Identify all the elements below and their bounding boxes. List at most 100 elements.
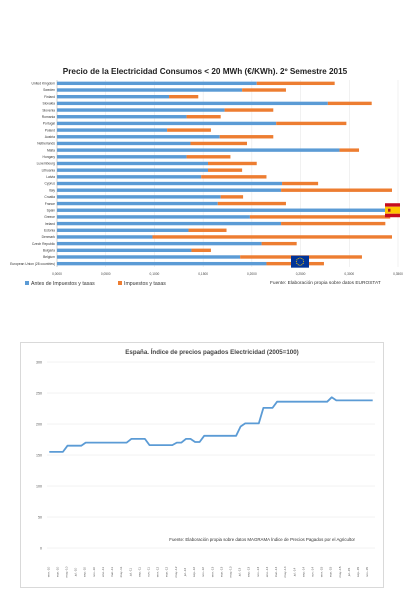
x-tick-label: 0,3500 <box>393 272 403 276</box>
bar-taxes <box>219 135 274 139</box>
x-tick-label: 0,0000 <box>52 272 62 276</box>
eu-flag-star <box>303 261 305 263</box>
bar-taxes <box>261 241 297 246</box>
bar-before-taxes <box>57 215 250 219</box>
bar-before-taxes <box>57 235 153 239</box>
category-label: Poland <box>45 128 55 132</box>
electricity-index-line-chart: España. Índice de precios pagados Electr… <box>0 340 410 592</box>
bar-before-taxes <box>57 161 209 166</box>
category-label: France <box>45 202 55 206</box>
x-tick-label: ene.-14 <box>265 566 269 577</box>
chart-title: Precio de la Electricidad Consumos < 20 … <box>63 67 348 76</box>
bar-before-taxes <box>57 208 392 212</box>
spain-flag-stripe-middle <box>385 206 400 214</box>
category-label: Hungary <box>43 155 56 159</box>
eu-flag-star <box>299 264 301 266</box>
y-tick-label: 200 <box>36 422 42 426</box>
y-tick-label: 150 <box>36 453 42 457</box>
y-tick-label: 0 <box>40 546 42 550</box>
bar-before-taxes <box>57 81 257 86</box>
category-label: Sweden <box>43 88 55 92</box>
category-label: Croatia <box>44 195 55 199</box>
spain-flag-crest <box>388 208 391 212</box>
bar-taxes <box>281 188 392 192</box>
category-label: Czech Republic <box>32 242 55 246</box>
bar-taxes <box>201 175 267 179</box>
bar-taxes <box>191 248 211 253</box>
x-tick-label: may.-12 <box>174 566 178 577</box>
x-tick-label: mar.-10 <box>55 566 59 577</box>
category-label: Portugal <box>43 122 56 126</box>
x-tick-label: mar.-12 <box>165 566 169 577</box>
x-tick-label: jul.-10 <box>74 568 78 578</box>
bar-before-taxes <box>57 261 267 266</box>
eu-flag-icon <box>291 255 309 268</box>
bar-before-taxes <box>57 195 221 199</box>
bar-taxes <box>220 195 244 199</box>
eu-flag-star <box>302 262 304 265</box>
x-tick-label: sep.-10 <box>83 567 87 578</box>
bar-before-taxes <box>57 241 262 246</box>
category-label: Greece <box>44 215 55 219</box>
x-tick-label: 0,1000 <box>150 272 160 276</box>
x-tick-label: mar.-15 <box>329 566 333 577</box>
chart-source-note: Fuente: Elaboración propia sobre datos E… <box>270 280 381 286</box>
x-tick-label: 0,2500 <box>296 272 306 276</box>
bar-taxes <box>186 115 221 119</box>
x-tick-label: ene.-13 <box>210 566 214 577</box>
category-label: Finland <box>44 95 55 99</box>
category-label: Latvia <box>46 175 55 179</box>
x-tick-label: 0,2000 <box>247 272 257 276</box>
category-label: Slovenia <box>42 108 55 112</box>
bar-before-taxes <box>57 175 202 179</box>
bar-taxes <box>242 88 286 92</box>
line-chart-svg: España. Índice de precios pagados Electr… <box>20 342 384 588</box>
eu-flag-star <box>301 264 303 266</box>
y-tick-label: 100 <box>36 484 42 488</box>
eu-flag-background <box>291 255 309 268</box>
bar-taxes <box>327 101 372 106</box>
x-tick-label: may.-11 <box>119 566 123 577</box>
bar-taxes <box>224 108 274 112</box>
legend-swatch-taxes <box>118 281 122 285</box>
bar-before-taxes <box>57 141 191 146</box>
category-label: Estonia <box>44 228 55 232</box>
bar-taxes <box>167 128 211 132</box>
bar-before-taxes <box>57 228 189 232</box>
bar-before-taxes <box>57 94 170 99</box>
x-tick-label: sep.-11 <box>137 567 141 577</box>
category-label: Denmark <box>42 235 56 239</box>
category-label: Cyprus <box>45 182 56 186</box>
y-tick-label: 250 <box>36 391 42 395</box>
x-tick-label: sep.-12 <box>192 567 196 578</box>
category-label: Slovakia <box>43 102 56 106</box>
bar-taxes <box>208 161 257 166</box>
bar-before-taxes <box>57 155 187 159</box>
x-tick-label: ene.-12 <box>156 566 160 577</box>
category-label: Austria <box>45 135 55 139</box>
bar-taxes <box>186 155 231 159</box>
x-tick-label: sep.-15 <box>356 567 360 578</box>
x-tick-label: sep.-13 <box>247 567 251 578</box>
bar-before-taxes <box>57 121 277 126</box>
x-tick-label: sep.-14 <box>301 567 305 578</box>
category-label: Belgium <box>43 255 55 259</box>
bar-chart-svg: Precio de la Electricidad Consumos < 20 … <box>10 67 403 287</box>
legend-label-taxes: Impuestos y tasas <box>124 281 166 287</box>
category-label: United Kingdom <box>32 82 56 86</box>
eu-flag-star <box>297 257 299 260</box>
bar-taxes <box>281 221 386 226</box>
x-tick-label: jul.-14 <box>292 568 296 578</box>
bar-taxes <box>217 201 286 206</box>
x-tick-label: jul.-13 <box>238 568 242 578</box>
category-label: Bulgaria <box>43 249 55 253</box>
category-label: Luxembourg <box>37 162 55 166</box>
x-tick-label: ene.-10 <box>46 566 50 577</box>
eu-flag-star <box>296 262 298 265</box>
x-tick-label: mar.-11 <box>110 567 114 578</box>
category-label: Lithuania <box>42 168 56 172</box>
x-tick-label: may.-13 <box>229 566 233 577</box>
eu-flag-star <box>295 261 297 263</box>
bar-taxes <box>276 121 347 126</box>
x-tick-label: ene.-15 <box>320 566 324 577</box>
